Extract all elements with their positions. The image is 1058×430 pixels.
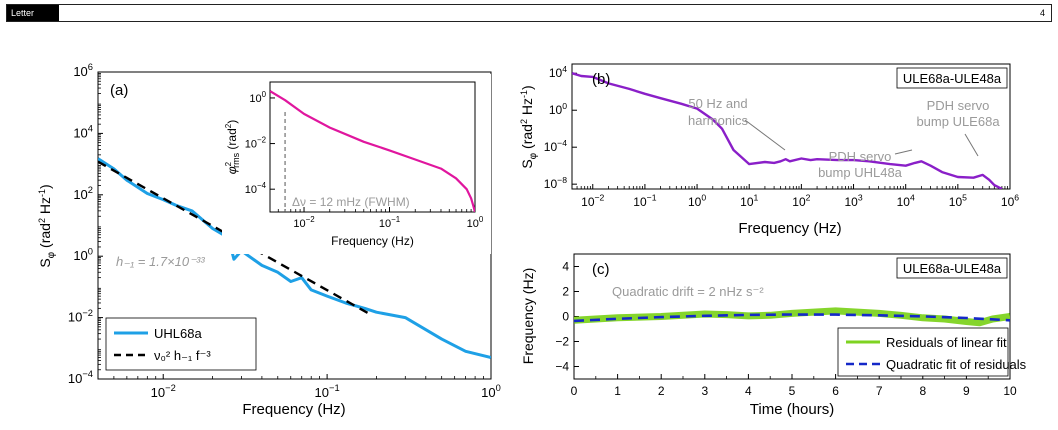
inset-bg — [222, 74, 491, 254]
y-tick-label: 104 — [549, 64, 567, 80]
legend-label-residuals: Residuals of linear fit — [886, 335, 1007, 350]
x-tick-label: 100 — [467, 215, 484, 230]
y-tick-label: 100 — [549, 101, 567, 117]
annotation-drift: Quadratic drift = 2 nHz s⁻² — [612, 284, 764, 299]
inset-annotation: Δν = 12 mHz (FWHM) — [292, 195, 410, 209]
x-tick-label: 5 — [789, 384, 796, 398]
x-tick-label: 102 — [792, 193, 810, 209]
x-tick-label: 7 — [876, 384, 883, 398]
y-tick-label: 10−8 — [544, 175, 567, 191]
y-tick-label: 100 — [73, 246, 93, 263]
x-tick-label: 0 — [571, 384, 578, 398]
x-tick-label: 10−2 — [581, 193, 604, 209]
x-tick-label: 9 — [963, 384, 970, 398]
x-tick-label: 10−1 — [633, 193, 656, 209]
panel-label-c: (c) — [592, 261, 610, 278]
y-tick-label: 102 — [73, 185, 93, 202]
title-b: ULE68a-ULE48a — [903, 71, 1002, 86]
inset-series-line — [270, 90, 475, 212]
x-tick-label: 100 — [688, 193, 706, 209]
series-line-quadratic — [574, 313, 1010, 323]
inset-y-axis-label: φ2rms (rad2) — [224, 120, 241, 174]
annotation-pdh48-l1: PDH servo — [829, 149, 892, 164]
annotation-pdh48-l2: bump UHL48a — [818, 165, 903, 180]
panel-b-frame — [571, 63, 1011, 190]
y-tick-label: 106 — [73, 62, 93, 79]
annotation-50hz-l2: harmonics — [688, 113, 748, 128]
y-tick-label: 10−4 — [245, 181, 267, 196]
y-axis-label-b: Sφ (rad2 Hz-1) — [519, 85, 539, 168]
x-tick-label: 10−2 — [151, 383, 176, 400]
y-tick-label: 100 — [249, 90, 266, 105]
title-box-c — [896, 257, 1008, 279]
series-line-b — [572, 72, 1003, 189]
x-tick-label: 105 — [949, 193, 967, 209]
title-box-b — [896, 67, 1008, 89]
y-tick-label: 10−2 — [68, 308, 93, 325]
panel-label-b: (b) — [592, 71, 610, 88]
title-c: ULE68a-ULE48a — [903, 261, 1002, 276]
series-line-residuals — [574, 307, 1010, 327]
annotation-pdh68-l2: bump ULE68a — [916, 114, 1000, 129]
x-tick-label: 106 — [1001, 193, 1019, 209]
page-header: Letter 4 — [6, 4, 1052, 22]
legend-label-quadratic: Quadratic fit of residuals — [886, 357, 1027, 372]
y-tick-label: 4 — [562, 260, 569, 274]
x-tick-label: 10−2 — [293, 215, 314, 230]
y-tick-label: 0 — [562, 310, 569, 324]
x-tick-label: 10−1 — [315, 383, 340, 400]
panel-label-a: (a) — [110, 82, 128, 99]
annotation-pdh68-arrow — [964, 133, 979, 157]
y-tick-label: −4 — [555, 360, 569, 374]
y-tick-label: −2 — [555, 335, 569, 349]
annotation-h: h₋₁ = 1.7×10⁻³³ — [116, 254, 205, 269]
y-tick-label: 10−4 — [544, 138, 567, 154]
inset-frame — [269, 81, 476, 213]
x-tick-label: 2 — [658, 384, 665, 398]
x-tick-label: 100 — [481, 383, 501, 400]
x-tick-label: 1 — [614, 384, 621, 398]
x-tick-label: 6 — [832, 384, 839, 398]
annotation-50hz-arrow — [744, 119, 786, 151]
x-tick-label: 103 — [844, 193, 862, 209]
series-line-ule68a — [98, 157, 491, 359]
annotation-pdh68-l1: PDH servo — [927, 98, 990, 113]
y-axis-label-c: Frequency (Hz) — [520, 268, 536, 364]
y-tick-label: 10−4 — [68, 369, 93, 386]
annotation-pdh48-arrow — [894, 149, 913, 155]
legend-c — [837, 327, 1009, 377]
y-tick-label: 2 — [562, 285, 569, 299]
x-axis-label-a: Frequency (Hz) — [242, 401, 345, 418]
legend-a — [105, 317, 257, 371]
annotation-50hz-l1: 50 Hz and — [688, 96, 747, 111]
page-number: 4 — [1039, 8, 1045, 18]
y-tick-label: 10−2 — [245, 136, 266, 151]
x-tick-label: 4 — [745, 384, 752, 398]
x-tick-label: 101 — [740, 193, 758, 209]
x-tick-label: 10 — [1003, 384, 1017, 398]
y-axis-label-a: Sφ (rad2 Hz-1) — [37, 184, 57, 267]
x-tick-label: 104 — [897, 193, 915, 209]
y-tick-label: 104 — [73, 124, 93, 141]
x-tick-label: 10−1 — [379, 215, 401, 230]
legend-label-fit: ν₀² h₋₁ f⁻³ — [154, 348, 211, 363]
legend-label-ule68a: UHL68a — [154, 326, 202, 341]
inset-x-axis-label: Frequency (Hz) — [331, 234, 414, 248]
x-tick-label: 3 — [701, 384, 708, 398]
x-axis-label-c: Time (hours) — [750, 401, 834, 418]
x-axis-label-b: Frequency (Hz) — [738, 220, 841, 237]
x-tick-label: 8 — [919, 384, 926, 398]
header-tag: Letter — [7, 5, 59, 21]
